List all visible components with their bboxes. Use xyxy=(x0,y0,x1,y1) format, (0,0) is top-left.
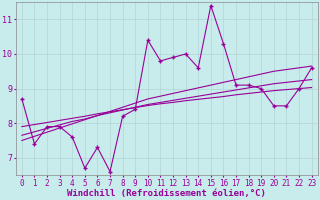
X-axis label: Windchill (Refroidissement éolien,°C): Windchill (Refroidissement éolien,°C) xyxy=(67,189,266,198)
